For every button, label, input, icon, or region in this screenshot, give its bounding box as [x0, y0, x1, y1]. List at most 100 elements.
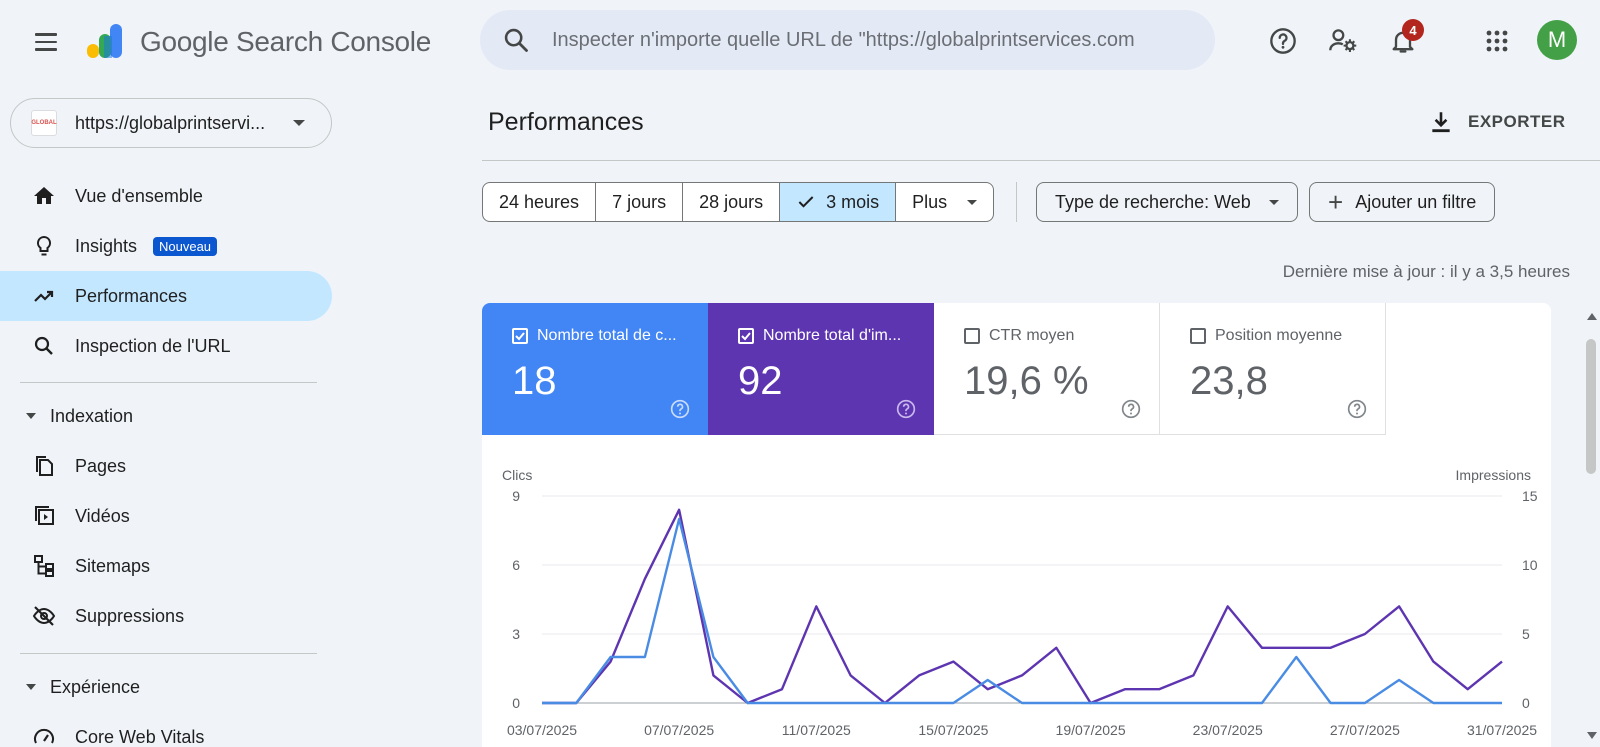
date-range-7d[interactable]: 7 jours: [596, 183, 684, 221]
sidebar-item-performance[interactable]: Performances: [0, 271, 332, 321]
x-tick-label: 27/07/2025: [1330, 722, 1400, 738]
manage-users-icon[interactable]: [1324, 22, 1362, 60]
date-range-28d[interactable]: 28 jours: [683, 183, 781, 221]
search-type-label: Type de recherche: Web: [1055, 191, 1251, 212]
menu-icon[interactable]: [28, 24, 64, 60]
sidebar-divider: [20, 653, 317, 654]
metric-label: Position moyenne: [1215, 327, 1343, 344]
search-icon: [34, 336, 53, 355]
checkbox-checked-icon[interactable]: [512, 328, 528, 344]
performance-panel: Nombre total de c... 18 Nombre total d'i…: [482, 303, 1551, 747]
left-tick-label: 0: [512, 695, 520, 711]
sidebar-item-core-web-vitals[interactable]: Core Web Vitals: [0, 712, 332, 747]
x-tick-label: 07/07/2025: [644, 722, 714, 738]
sidebar-item-overview[interactable]: Vue d'ensemble: [0, 171, 332, 221]
home-icon: [34, 187, 54, 204]
sidebar-item-label: Vue d'ensemble: [75, 185, 203, 206]
date-range-label: 3 mois: [826, 191, 880, 212]
chevron-down-icon: [967, 199, 978, 205]
metric-label: Nombre total de c...: [537, 327, 677, 344]
apps-grid-icon[interactable]: [1478, 22, 1516, 60]
date-range-label: Plus: [912, 191, 948, 212]
scrollbar[interactable]: [1582, 303, 1600, 747]
sidebar-item-sitemaps[interactable]: Sitemaps: [0, 541, 332, 591]
new-badge: Nouveau: [153, 237, 218, 256]
date-range-3m[interactable]: 3 mois: [780, 183, 897, 221]
scroll-down-arrow-icon[interactable]: [1587, 732, 1597, 739]
add-filter-button[interactable]: + Ajouter un filtre: [1309, 182, 1496, 222]
sidebar-item-label: Suppressions: [75, 605, 185, 626]
lightbulb-icon: [36, 235, 52, 256]
sidebar-item-label: Core Web Vitals: [75, 726, 205, 747]
performance-chart: Clics Impressions 0 3 6 9 0 5 10 15 03/07/2025 07/0…: [502, 467, 1538, 738]
metric-value: 23,8: [1190, 359, 1268, 403]
metric-card-clicks[interactable]: Nombre total de c... 18: [482, 303, 708, 435]
sitemap-icon: [34, 555, 54, 577]
metric-label: CTR moyen: [989, 327, 1075, 344]
help-icon[interactable]: [896, 399, 916, 419]
metric-card-impressions[interactable]: Nombre total d'im... 92: [708, 303, 934, 435]
search-type-filter[interactable]: Type de recherche: Web: [1036, 182, 1298, 222]
right-axis-title: Impressions: [1456, 467, 1531, 483]
checkbox-checked-icon[interactable]: [738, 328, 754, 344]
sidebar-item-label: Performances: [75, 285, 188, 306]
property-selector[interactable]: GLOBAL https://globalprintservi...: [10, 98, 332, 148]
x-tick-label: 31/07/2025: [1467, 722, 1537, 738]
sidebar-item-url-inspection[interactable]: Inspection de l'URL: [0, 321, 332, 371]
export-button[interactable]: EXPORTER: [1428, 104, 1566, 140]
search-icon[interactable]: [502, 26, 530, 54]
date-range-24h[interactable]: 24 heures: [483, 183, 597, 221]
property-name: https://globalprintservi...: [75, 112, 266, 133]
series-line-impressions: [542, 508, 1503, 705]
scroll-thumb[interactable]: [1586, 339, 1596, 474]
property-favicon: GLOBAL: [31, 110, 57, 136]
metric-label: Nombre total d'im...: [763, 327, 902, 344]
left-axis-title: Clics: [502, 467, 532, 483]
help-icon[interactable]: [1264, 22, 1302, 60]
last-update-text: Dernière mise à jour : il y a 3,5 heures: [1282, 262, 1570, 281]
x-tick-label: 19/07/2025: [1056, 722, 1126, 738]
search-bar[interactable]: [480, 10, 1215, 70]
checkbox-icon[interactable]: [964, 328, 980, 344]
series-line-clics: [542, 517, 1502, 705]
metric-value: 19,6 %: [964, 359, 1089, 403]
sidebar-item-removals[interactable]: Suppressions: [0, 591, 332, 641]
sidebar-item-label: Insights: [75, 235, 138, 256]
sidebar-item-insights[interactable]: Insights Nouveau: [0, 221, 332, 271]
section-indexing[interactable]: Indexation: [26, 401, 133, 431]
url-inspect-input[interactable]: [552, 24, 1192, 56]
caret-down-icon: [26, 413, 36, 419]
sidebar-item-videos[interactable]: Vidéos: [0, 491, 332, 541]
sidebar-item-label: Vidéos: [75, 505, 130, 526]
trending-up-icon: [34, 290, 54, 302]
right-tick-label: 5: [1522, 626, 1530, 642]
x-tick-label: 15/07/2025: [918, 722, 988, 738]
help-icon[interactable]: [1121, 399, 1141, 419]
x-tick-label: 11/07/2025: [782, 722, 851, 738]
video-icon: [35, 506, 54, 525]
filter-separator: [1016, 182, 1017, 222]
metric-value: 92: [738, 359, 783, 403]
right-tick-label: 10: [1522, 557, 1538, 573]
add-filter-label: Ajouter un filtre: [1355, 191, 1477, 212]
eye-off-icon: [32, 606, 56, 626]
x-tick-label: 03/07/2025: [507, 722, 577, 738]
search-console-logo[interactable]: [84, 20, 128, 64]
export-label: EXPORTER: [1468, 112, 1566, 131]
date-range-more[interactable]: Plus: [896, 183, 993, 221]
section-label: Indexation: [50, 405, 134, 426]
help-icon[interactable]: [670, 399, 690, 419]
right-tick-label: 15: [1522, 488, 1538, 504]
sidebar-divider: [20, 382, 317, 383]
checkbox-icon[interactable]: [1190, 328, 1206, 344]
user-avatar[interactable]: M: [1537, 20, 1577, 60]
section-label: Expérience: [50, 676, 141, 697]
help-icon[interactable]: [1347, 399, 1367, 419]
caret-down-icon: [26, 684, 36, 690]
sidebar-item-pages[interactable]: Pages: [0, 441, 332, 491]
metric-card-position[interactable]: Position moyenne 23,8: [1160, 303, 1386, 435]
left-tick-label: 3: [512, 626, 520, 642]
section-experience[interactable]: Expérience: [26, 672, 140, 702]
metric-card-ctr[interactable]: CTR moyen 19,6 %: [934, 303, 1160, 435]
scroll-up-arrow-icon[interactable]: [1587, 313, 1597, 320]
